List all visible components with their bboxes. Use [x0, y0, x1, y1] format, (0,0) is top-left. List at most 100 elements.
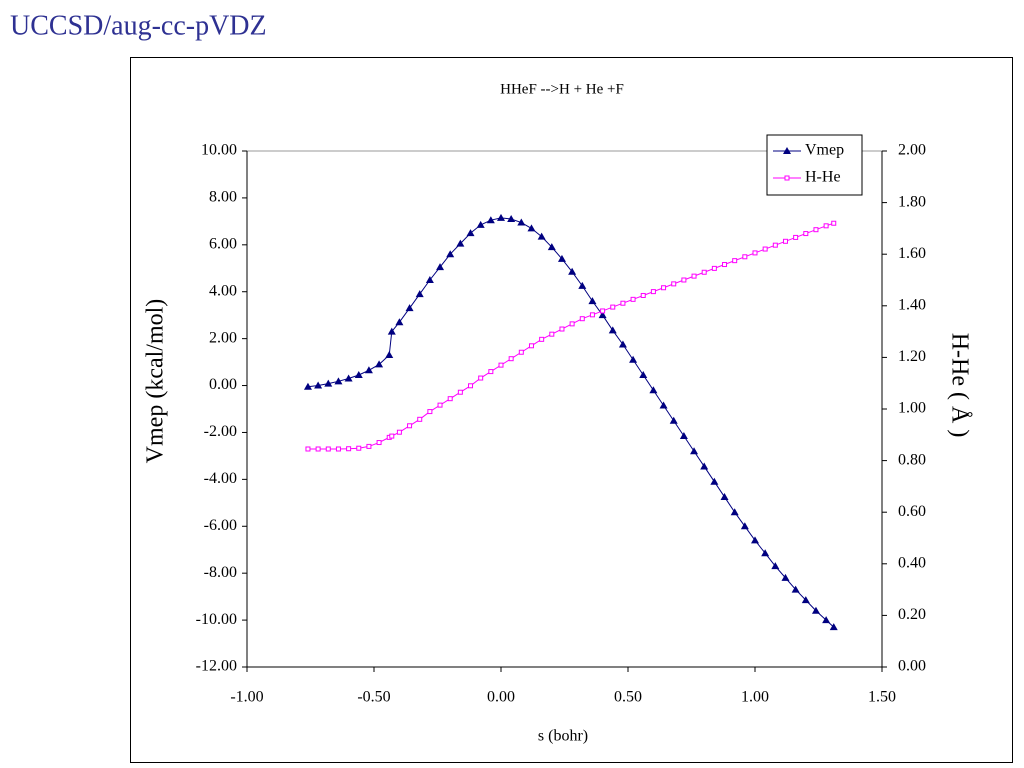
- data-point: [375, 360, 384, 368]
- y-tick-label: -6.00: [204, 517, 237, 534]
- data-point: [813, 227, 819, 233]
- y2-tick-label: 0.40: [898, 554, 926, 571]
- data-point: [364, 366, 373, 374]
- data-point: [811, 606, 820, 614]
- y-tick-label: 6.00: [209, 235, 237, 252]
- x-tick-label: -1.00: [230, 689, 263, 706]
- data-point: [517, 218, 526, 226]
- y-tick-label: 0.00: [209, 376, 237, 393]
- data-point: [578, 281, 587, 289]
- data-point: [547, 243, 556, 251]
- data-point: [661, 285, 667, 291]
- data-point: [751, 536, 759, 544]
- y2-tick-label: 0.60: [898, 503, 926, 520]
- y-tick-label: -8.00: [204, 564, 237, 581]
- data-point: [639, 370, 648, 378]
- data-point: [659, 401, 668, 409]
- data-point: [346, 446, 352, 452]
- x-tick-label: 0.00: [487, 689, 515, 706]
- data-point: [356, 445, 362, 451]
- data-point: [640, 292, 646, 298]
- data-point: [446, 250, 455, 258]
- data-point: [344, 374, 353, 382]
- data-point: [305, 446, 311, 452]
- data-point: [436, 263, 445, 271]
- data-point: [793, 234, 799, 240]
- data-point: [437, 402, 443, 408]
- data-point: [568, 267, 577, 275]
- y2-tick-label: 1.60: [898, 245, 926, 262]
- data-point: [701, 269, 707, 275]
- data-point: [831, 220, 837, 226]
- y2-tick-label: 0.00: [898, 658, 926, 675]
- y2-tick-label: 0.20: [898, 606, 926, 623]
- data-point: [447, 396, 453, 402]
- y-tick-label: -2.00: [204, 423, 237, 440]
- y-tick-label: -4.00: [204, 470, 237, 487]
- legend-label: H-He: [805, 169, 841, 186]
- data-point: [366, 443, 372, 449]
- data-point: [528, 343, 534, 349]
- data-point: [700, 462, 709, 470]
- data-point: [671, 281, 677, 287]
- data-point: [324, 379, 333, 387]
- y-tick-label: 10.00: [201, 142, 237, 159]
- data-point: [315, 446, 321, 452]
- data-point: [801, 596, 810, 604]
- data-point: [618, 340, 627, 348]
- data-point: [427, 409, 433, 415]
- data-point: [720, 492, 729, 500]
- data-point: [771, 562, 780, 570]
- data-point: [569, 321, 575, 327]
- legend-marker: [783, 147, 791, 154]
- data-point: [690, 447, 699, 455]
- series-line: [307, 222, 834, 450]
- x-axis-label: s (bohr): [538, 728, 588, 745]
- data-point: [415, 290, 424, 298]
- data-point: [649, 386, 658, 394]
- x-tick-label: 1.50: [868, 689, 896, 706]
- data-point: [497, 213, 505, 221]
- data-point: [589, 312, 595, 318]
- data-point: [762, 246, 768, 252]
- data-point: [395, 318, 404, 326]
- legend-label: Vmep: [805, 142, 844, 159]
- data-point: [803, 231, 809, 237]
- data-point: [608, 326, 617, 334]
- data-point: [598, 311, 607, 319]
- data-point: [527, 224, 536, 232]
- data-point: [710, 477, 719, 485]
- y2-tick-label: 1.20: [898, 348, 926, 365]
- chart-title: HHeF -->H + He +F: [500, 81, 624, 97]
- data-point: [630, 296, 636, 302]
- data-point: [405, 304, 414, 312]
- y2-tick-label: 1.00: [898, 400, 926, 417]
- data-point: [681, 277, 687, 283]
- data-point: [354, 370, 363, 378]
- data-point: [732, 258, 738, 264]
- data-point: [466, 229, 475, 237]
- x-tick-label: -0.50: [357, 689, 390, 706]
- data-point: [425, 276, 434, 283]
- data-point: [325, 446, 331, 452]
- data-point: [823, 223, 829, 229]
- data-point: [539, 336, 545, 342]
- legend-marker: [784, 175, 790, 181]
- data-point: [629, 355, 638, 363]
- data-point: [507, 215, 516, 223]
- data-point: [468, 383, 474, 389]
- data-point: [396, 429, 402, 435]
- data-point: [457, 389, 463, 395]
- data-point: [742, 254, 748, 260]
- data-point: [417, 416, 423, 422]
- data-point: [740, 522, 749, 530]
- data-point: [730, 508, 739, 516]
- y-axis-label: Vmep (kcal/mol): [143, 299, 169, 464]
- data-point: [691, 273, 697, 279]
- y2-tick-label: 2.00: [898, 142, 926, 159]
- data-point: [822, 616, 831, 624]
- legend-box: [766, 134, 863, 196]
- data-point: [478, 375, 484, 381]
- data-point: [559, 326, 565, 332]
- y-tick-label: -12.00: [196, 658, 237, 675]
